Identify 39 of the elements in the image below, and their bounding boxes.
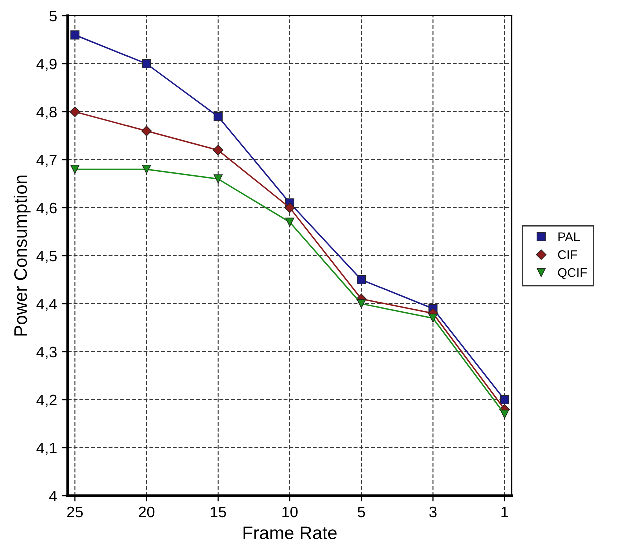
- point: [357, 299, 366, 309]
- x-tick-label: 3: [430, 506, 437, 518]
- point: [142, 59, 152, 69]
- y-tick-label: 4,5: [36, 251, 57, 264]
- point: [214, 174, 223, 184]
- y-axis-title: Power Consumption: [14, 176, 31, 336]
- point: [70, 165, 80, 174]
- point: [500, 395, 510, 405]
- point: [285, 218, 295, 227]
- x-tick-label: 15: [211, 506, 226, 518]
- y-tick-label: 4,1: [36, 443, 57, 456]
- point: [70, 30, 80, 40]
- point: [500, 410, 510, 419]
- point: [213, 145, 224, 156]
- x-tick-label: 1: [502, 506, 508, 518]
- point: [284, 202, 296, 214]
- legend-label: PAL: [558, 232, 580, 242]
- y-tick-label: 4,8: [36, 106, 57, 120]
- y-tick-label: 4: [49, 491, 58, 502]
- y-tick-label: 4,9: [36, 58, 57, 72]
- x-tick-label: 10: [282, 506, 298, 518]
- point: [428, 314, 438, 323]
- x-tick-label: 5: [358, 506, 366, 518]
- point: [142, 126, 152, 136]
- point: [357, 275, 366, 285]
- y-tick-label: 4,4: [36, 299, 58, 312]
- point: [142, 165, 152, 174]
- legend-label: CIF: [558, 250, 578, 260]
- y-tick-label: 4,2: [36, 394, 57, 408]
- x-tick-label: 20: [139, 506, 155, 518]
- y-tick-label: 4,7: [36, 155, 57, 168]
- y-tick-label: 5: [50, 11, 57, 22]
- point: [214, 112, 223, 122]
- point: [70, 106, 80, 118]
- y-tick-label: 4,3: [36, 346, 57, 360]
- x-tick-label: 25: [67, 506, 84, 518]
- legend-label: QCIF: [558, 268, 588, 280]
- y-tick-label: 4,6: [36, 202, 57, 216]
- x-axis-title: Frame Rate: [244, 526, 337, 540]
